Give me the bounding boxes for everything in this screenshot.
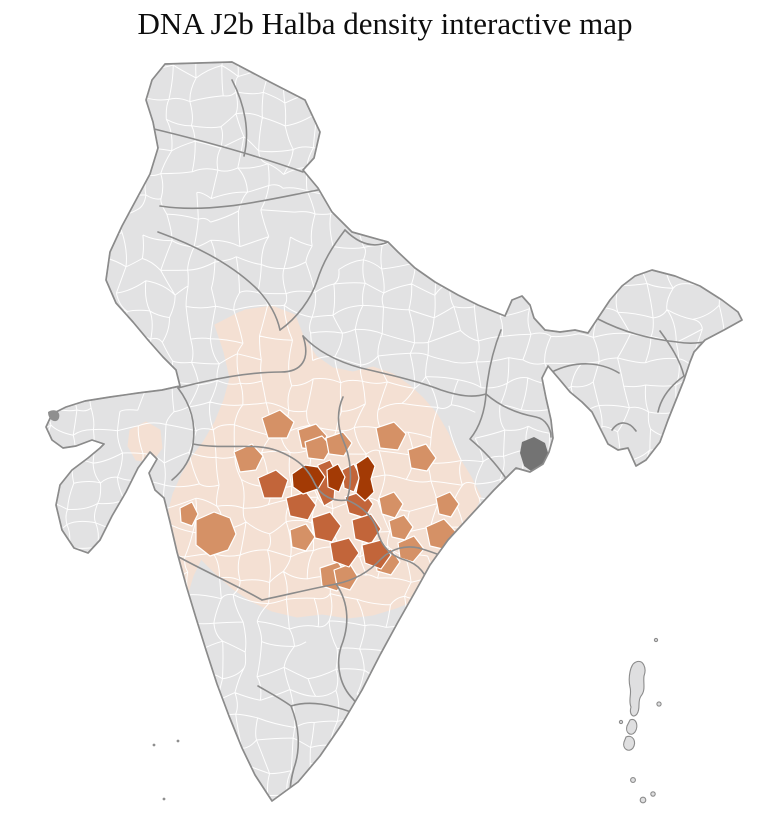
district-level4[interactable]	[326, 463, 346, 493]
district-level2[interactable]	[378, 491, 404, 519]
state-borders	[149, 79, 730, 798]
map-title: DNA J2b Halba density interactive map	[137, 6, 633, 41]
andaman-island	[623, 735, 636, 751]
lakshadweep-islands	[152, 739, 180, 801]
district-level2[interactable]	[179, 501, 199, 527]
andaman-island	[626, 718, 638, 735]
district-level2[interactable]	[397, 535, 425, 563]
island-dot	[176, 739, 180, 743]
district-level2[interactable]	[233, 443, 264, 473]
nicobar-island	[639, 796, 647, 804]
andaman-nicobar-islands	[618, 637, 662, 804]
district-level2[interactable]	[407, 443, 437, 472]
district-level2[interactable]	[261, 409, 295, 439]
island-dot	[162, 797, 166, 801]
nicobar-island	[630, 777, 636, 783]
andaman-island	[628, 660, 646, 717]
kutch-islet	[48, 410, 60, 422]
nicobar-island	[650, 791, 656, 797]
district-level3[interactable]	[329, 537, 360, 568]
island-dot	[152, 743, 156, 747]
island-dot	[656, 701, 662, 707]
density-districts-highest[interactable]	[291, 455, 376, 502]
district-level3[interactable]	[257, 469, 289, 499]
density-districts-medium[interactable]	[179, 409, 460, 592]
district-level3[interactable]	[361, 539, 392, 570]
island-dot	[653, 637, 659, 643]
district-level4[interactable]	[355, 455, 376, 502]
island-dot	[618, 719, 624, 725]
district-level2[interactable]	[289, 523, 316, 552]
district-level2[interactable]	[375, 421, 407, 451]
district-level1[interactable]	[214, 307, 301, 363]
district-level2[interactable]	[304, 435, 333, 461]
district-level2[interactable]	[388, 514, 414, 541]
district-level2[interactable]	[195, 511, 237, 557]
district-level3[interactable]	[311, 511, 342, 543]
district-level2[interactable]	[435, 491, 460, 518]
